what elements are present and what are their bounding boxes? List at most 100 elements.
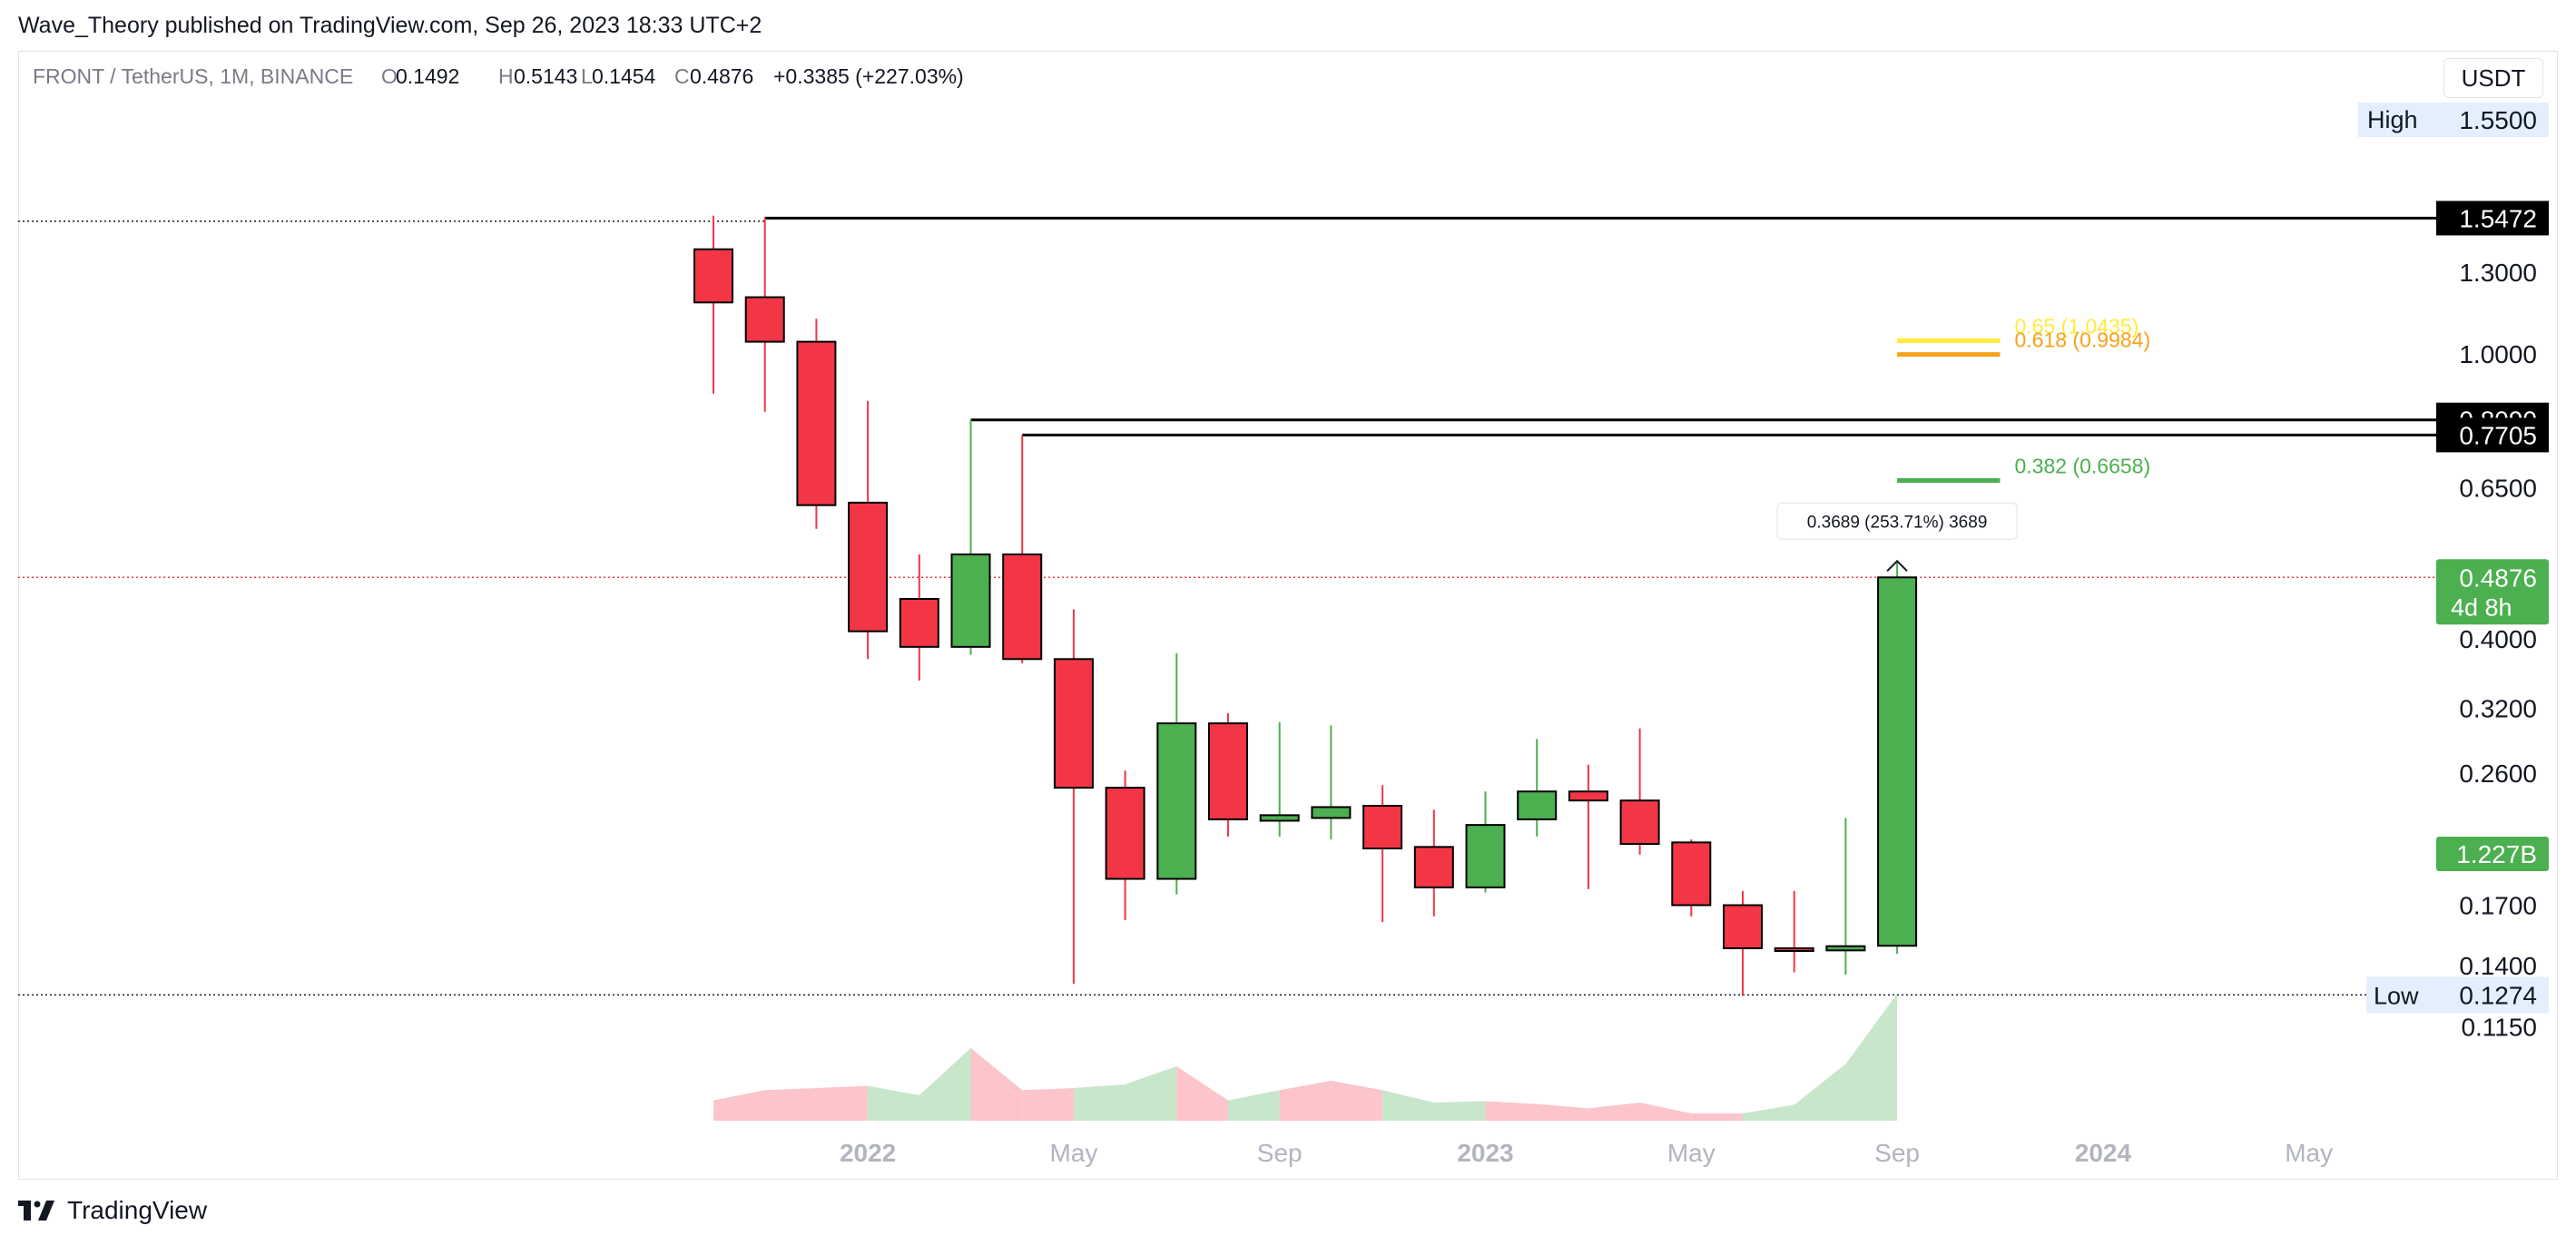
candle[interactable] [1156, 652, 1197, 895]
change-value: +0.3385 (+227.03%) [773, 64, 964, 88]
y-axis-tick: 0.6500 [2459, 475, 2537, 503]
volume-segment [1743, 1104, 1794, 1121]
y-axis-tick: 1.0000 [2459, 340, 2537, 368]
volume-segment [1073, 1084, 1126, 1121]
low-value: 0.1454 [592, 64, 656, 88]
publisher-line: Wave_Theory published on TradingView.com… [18, 13, 762, 38]
x-axis-label: 2022 [840, 1139, 896, 1167]
candle[interactable] [796, 319, 837, 529]
candle[interactable] [1877, 560, 1918, 955]
price-chart[interactable]: FRONT / TetherUS, 1M, BINANCE O 0.1492 H… [0, 0, 2576, 1180]
level-price-tag [2436, 417, 2549, 453]
x-axis-label: May [1667, 1139, 1716, 1167]
candle-body [1671, 841, 1712, 907]
candle[interactable] [693, 215, 733, 394]
chart-frame [18, 51, 2558, 1180]
candle[interactable] [1568, 764, 1608, 889]
low-tag-bg [2366, 976, 2549, 1014]
candle-body [796, 340, 837, 506]
volume-segment [970, 1048, 1023, 1121]
volume-segment [1382, 1090, 1434, 1121]
candle[interactable] [1517, 739, 1558, 837]
candle[interactable] [1825, 818, 1866, 975]
candle[interactable] [1362, 785, 1403, 923]
candle-body [1259, 814, 1300, 822]
fib-level-label: 0.65 (1.0435) [2015, 314, 2139, 338]
candle-body [1568, 790, 1608, 802]
candle-body [1619, 799, 1660, 845]
volume-segment [1537, 1103, 1588, 1121]
open-label: O [381, 64, 398, 88]
volume-segment [1176, 1066, 1228, 1121]
candle-body [1517, 790, 1558, 820]
measure-tooltip-box [1776, 502, 2018, 540]
candle[interactable] [1053, 609, 1094, 985]
volume-segment [1845, 994, 1898, 1121]
x-axis-label: Sep [1874, 1139, 1920, 1167]
candle[interactable] [1413, 809, 1454, 917]
volume-segment [1279, 1081, 1332, 1121]
countdown-value: 4d 8h [2451, 593, 2512, 621]
brand-name: TradingView [67, 1196, 208, 1224]
measure-arrow-icon [1886, 559, 1908, 572]
y-axis-tick: 0.1700 [2459, 892, 2537, 920]
candle[interactable] [1465, 791, 1506, 893]
candle-body [1877, 576, 1918, 947]
tradingview-brand[interactable]: TradingView [18, 1196, 207, 1225]
candle-body [693, 248, 733, 304]
candle[interactable] [899, 554, 939, 681]
x-axis-label: May [2285, 1139, 2333, 1167]
y-axis-tick: 0.1400 [2459, 952, 2537, 980]
tradingview-logo-icon [18, 1201, 54, 1220]
x-axis-label: 2024 [2075, 1139, 2132, 1167]
level-price-tag-text: 1.5472 [2459, 204, 2537, 232]
candle-body [1311, 806, 1352, 819]
volume-segment [1433, 1101, 1486, 1121]
last-price-value: 0.4876 [2459, 564, 2537, 592]
candle[interactable] [1671, 839, 1712, 917]
y-axis-tick: 1.3000 [2459, 259, 2537, 287]
candle[interactable] [744, 217, 785, 412]
candle-body [1413, 846, 1454, 888]
x-axis-label: 2023 [1457, 1139, 1513, 1167]
volume-segment [1125, 1066, 1177, 1121]
close-value: 0.4876 [690, 64, 753, 88]
candle-body [1156, 722, 1197, 880]
candle-body [1002, 553, 1043, 661]
volume-segment [1691, 1113, 1743, 1121]
candle-body [1053, 658, 1094, 789]
volume-segment [1639, 1103, 1692, 1121]
volume-segment [713, 1090, 765, 1121]
candle[interactable] [1619, 728, 1660, 855]
last-price-tag [2436, 559, 2549, 625]
volume-segment [868, 1085, 919, 1121]
currency-button[interactable]: USDT [2443, 58, 2543, 98]
candle[interactable] [1002, 435, 1043, 663]
candle-body [899, 597, 939, 648]
x-axis-label: May [1049, 1139, 1097, 1167]
candle[interactable] [1105, 770, 1145, 921]
volume-segment [1228, 1090, 1280, 1121]
y-axis-tick: 0.2600 [2459, 760, 2537, 788]
y-axis-tick: 0.1150 [2461, 1014, 2537, 1042]
candle[interactable] [848, 400, 889, 660]
volume-tag-value: 1.227B [2456, 840, 2537, 868]
volume-segment [1588, 1103, 1640, 1121]
candle[interactable] [1723, 890, 1763, 996]
low-tag-label: Low [2374, 982, 2419, 1009]
close-label: C [674, 64, 690, 88]
candle[interactable] [1208, 713, 1248, 837]
candle[interactable] [1774, 890, 1814, 973]
candle-body [1723, 904, 1763, 950]
high-tag-label: High [2367, 106, 2418, 133]
high-value: 0.5143 [514, 64, 577, 88]
candle[interactable] [950, 419, 991, 655]
x-axis-label: Sep [1257, 1139, 1303, 1167]
candle[interactable] [1259, 721, 1300, 837]
open-value: 0.1492 [396, 64, 459, 88]
high-tag-value: 1.5500 [2459, 106, 2537, 134]
high-label: H [498, 64, 514, 88]
candle-body [1105, 787, 1145, 880]
candle-body [1825, 945, 1866, 952]
candle[interactable] [1311, 725, 1352, 840]
